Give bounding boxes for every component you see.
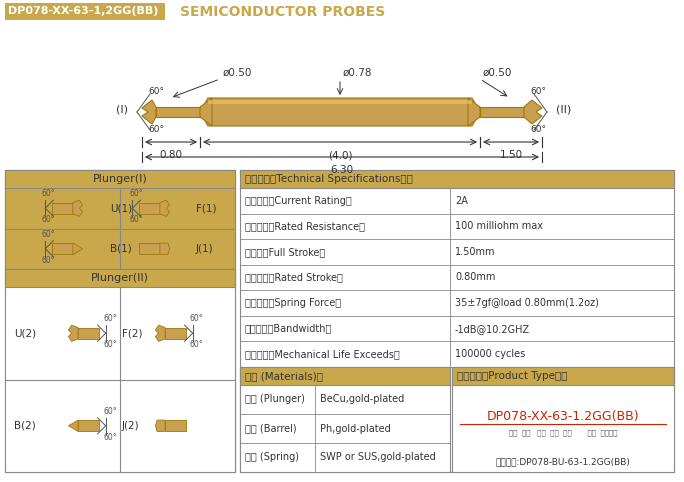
Text: Ph,gold-plated: Ph,gold-plated (320, 424, 391, 433)
Text: DP078-XX-63-1,2GG(BB): DP078-XX-63-1,2GG(BB) (8, 6, 159, 16)
Text: 颗定电流（Current Rating）: 颗定电流（Current Rating） (245, 196, 352, 206)
Polygon shape (165, 328, 186, 339)
Text: B(2): B(2) (14, 421, 36, 431)
Polygon shape (52, 202, 73, 214)
Polygon shape (208, 100, 472, 104)
Text: 60°: 60° (42, 256, 55, 265)
Bar (240, 170, 674, 188)
Polygon shape (160, 243, 170, 254)
Polygon shape (165, 420, 186, 431)
Text: SWP or SUS,gold-plated: SWP or SUS,gold-plated (320, 453, 436, 463)
Text: F(1): F(1) (196, 203, 217, 213)
Text: 60°: 60° (103, 407, 117, 416)
Text: 60°: 60° (130, 189, 144, 198)
Polygon shape (155, 325, 165, 341)
Text: 100000 cycles: 100000 cycles (455, 349, 525, 359)
Text: 60°: 60° (130, 215, 144, 224)
Text: 60°: 60° (103, 314, 117, 323)
Text: 满行程（Full Stroke）: 满行程（Full Stroke） (245, 247, 326, 257)
Text: DP078-XX-63-1.2GG(BB): DP078-XX-63-1.2GG(BB) (487, 410, 640, 423)
Text: 材质 (Materials)：: 材质 (Materials)： (245, 371, 323, 381)
Polygon shape (68, 325, 78, 341)
Text: (I): (I) (116, 105, 128, 115)
Text: 测试寿命（Mechanical Life Exceeds）: 测试寿命（Mechanical Life Exceeds） (245, 349, 399, 359)
Bar (240, 170, 674, 472)
Text: 60°: 60° (42, 189, 55, 198)
Text: 60°: 60° (530, 87, 546, 96)
Text: 1.50mm: 1.50mm (455, 247, 495, 257)
Bar (5, 170, 235, 472)
Text: U(1): U(1) (110, 203, 132, 213)
Polygon shape (142, 100, 156, 124)
Text: 技术要求（Technical Specifications）：: 技术要求（Technical Specifications）： (245, 174, 413, 184)
Polygon shape (139, 243, 160, 254)
Text: 订购举例:DP078-BU-63-1.2GG(BB): 订购举例:DP078-BU-63-1.2GG(BB) (496, 457, 631, 467)
Text: ø0.50: ø0.50 (483, 68, 512, 78)
Text: 成品型号（Product Type）：: 成品型号（Product Type）： (457, 371, 568, 381)
Text: 0.80mm: 0.80mm (455, 272, 495, 282)
Polygon shape (200, 98, 212, 126)
Bar (5, 269, 235, 472)
Text: -1dB@10.2GHZ: -1dB@10.2GHZ (455, 323, 530, 334)
Text: 针头 (Plunger): 针头 (Plunger) (245, 394, 305, 404)
Polygon shape (73, 243, 83, 254)
Bar (5, 269, 235, 287)
Polygon shape (200, 98, 480, 126)
Text: 1.50: 1.50 (499, 150, 523, 160)
Text: 频率带宽（Bandwidth）: 频率带宽（Bandwidth） (245, 323, 332, 334)
Text: U(2): U(2) (14, 328, 36, 338)
Text: 2A: 2A (455, 196, 468, 206)
Text: 针管 (Barrel): 针管 (Barrel) (245, 424, 297, 433)
Text: Plunger(I): Plunger(I) (92, 174, 147, 184)
Text: ø0.50: ø0.50 (223, 68, 252, 78)
Bar (5, 170, 235, 188)
Bar (5, 170, 235, 269)
Bar (452, 367, 674, 385)
Polygon shape (73, 200, 83, 216)
Polygon shape (78, 328, 99, 339)
Text: (II): (II) (556, 105, 571, 115)
Text: Plunger(II): Plunger(II) (91, 273, 149, 283)
FancyBboxPatch shape (5, 3, 165, 20)
Text: 60°: 60° (530, 125, 546, 134)
Text: J(1): J(1) (196, 244, 213, 254)
Text: J(2): J(2) (122, 421, 140, 431)
Polygon shape (524, 100, 542, 124)
Text: BeCu,gold-plated: BeCu,gold-plated (320, 394, 404, 404)
Text: 6.30: 6.30 (330, 165, 354, 175)
Polygon shape (156, 107, 200, 117)
Polygon shape (160, 200, 170, 216)
Text: SEMICONDUCTOR PROBES: SEMICONDUCTOR PROBES (180, 4, 385, 18)
Text: B(1): B(1) (110, 244, 132, 254)
Text: 60°: 60° (42, 215, 55, 224)
Text: 60°: 60° (190, 314, 204, 323)
Bar (240, 367, 450, 385)
Polygon shape (155, 420, 165, 431)
Text: 60°: 60° (148, 87, 164, 96)
Text: 60°: 60° (148, 125, 164, 134)
Bar (452, 367, 674, 472)
Text: 60°: 60° (103, 433, 117, 442)
Text: 系列  规格   头型  总长  弹力       镊金  针头材质: 系列 规格 头型 总长 弹力 镊金 针头材质 (509, 429, 617, 436)
Text: 弹簧 (Spring): 弹簧 (Spring) (245, 453, 299, 463)
Text: F(2): F(2) (122, 328, 142, 338)
Polygon shape (78, 420, 99, 431)
Polygon shape (480, 107, 524, 117)
Polygon shape (468, 98, 480, 126)
Text: 颗定电阻（Rated Resistance）: 颗定电阻（Rated Resistance） (245, 221, 365, 231)
Text: ø0.78: ø0.78 (343, 68, 373, 78)
Polygon shape (68, 420, 78, 431)
Text: 60°: 60° (190, 340, 204, 349)
Text: 60°: 60° (42, 230, 55, 239)
Bar (240, 367, 450, 472)
Polygon shape (139, 202, 160, 214)
Text: 颗定行程（Rated Stroke）: 颗定行程（Rated Stroke） (245, 272, 343, 282)
Text: 60°: 60° (103, 340, 117, 349)
Polygon shape (52, 243, 73, 254)
Text: 颗定弹力（Spring Force）: 颗定弹力（Spring Force） (245, 298, 341, 308)
Text: (4.0): (4.0) (328, 150, 352, 160)
Text: 35±7gf@load 0.80mm(1.2oz): 35±7gf@load 0.80mm(1.2oz) (455, 298, 599, 308)
Text: 0.80: 0.80 (159, 150, 183, 160)
Text: 100 milliohm max: 100 milliohm max (455, 221, 543, 231)
